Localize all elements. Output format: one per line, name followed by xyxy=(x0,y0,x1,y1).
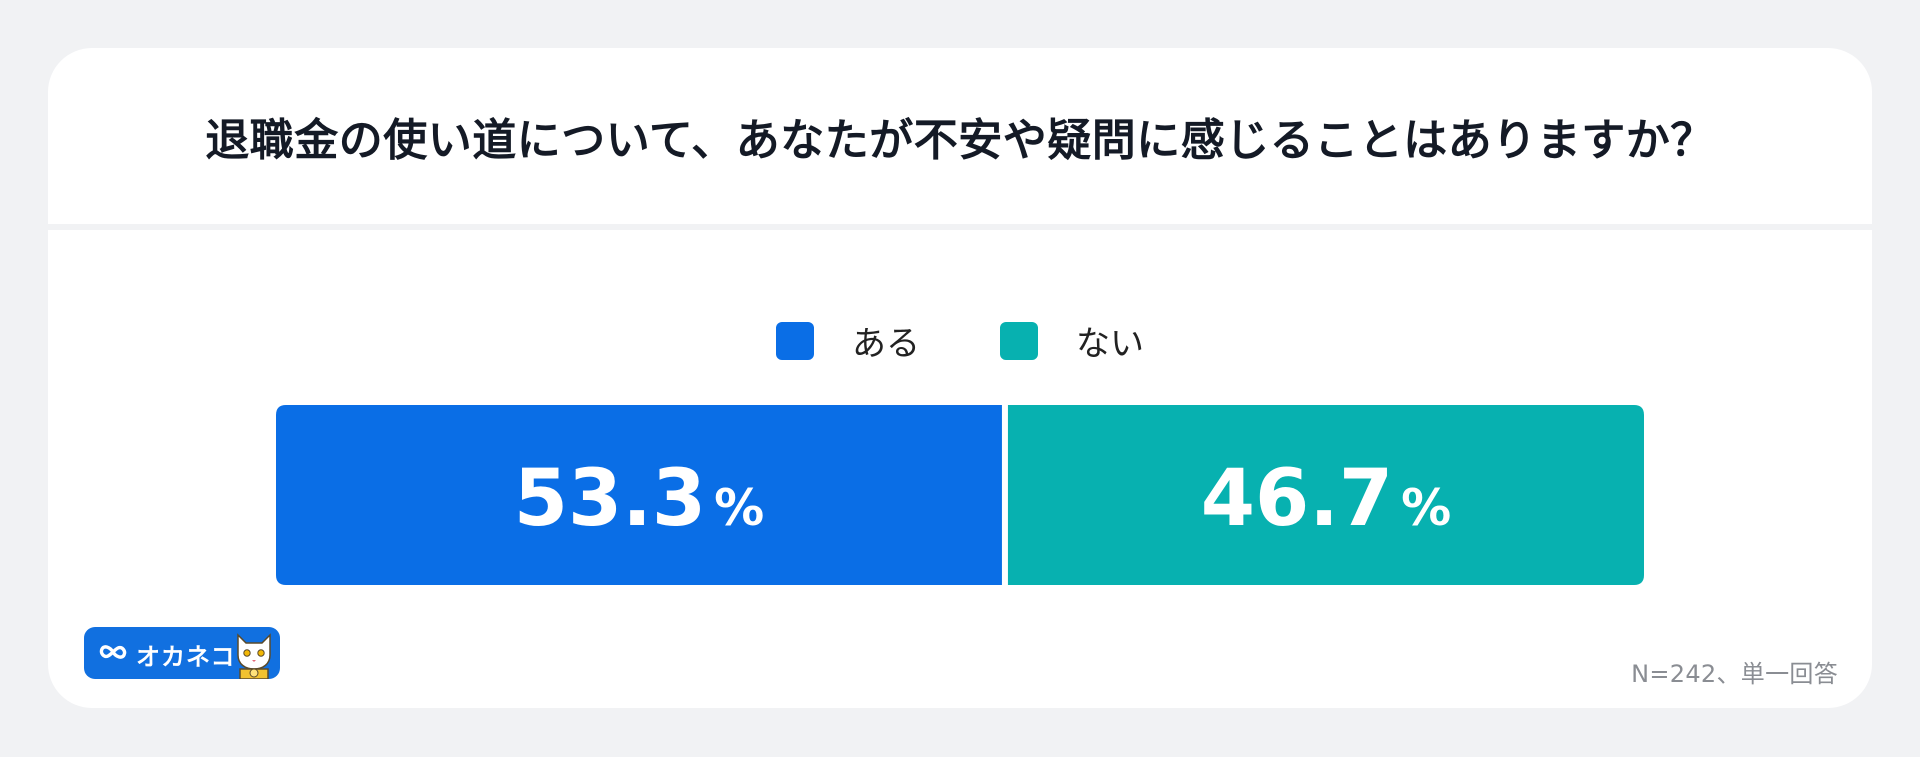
bar-value-label-1: 53.3% xyxy=(514,454,765,544)
legend-item-nai: ない xyxy=(1000,316,1144,365)
logo-text: オカネコ xyxy=(136,643,236,671)
bar-segment-1 xyxy=(276,405,1002,585)
okaneko-logo: オカネコ xyxy=(84,627,280,679)
cat-mascot-icon xyxy=(237,633,271,679)
legend-label-nai: ない xyxy=(1076,324,1144,364)
legend-label-aru: ある xyxy=(852,324,920,364)
infinity-icon xyxy=(99,645,127,659)
stacked-bar-chart: 53.3% 46.7% xyxy=(276,405,1644,585)
bar-segment-2 xyxy=(1007,405,1644,585)
bar-value-label-2: 46.7% xyxy=(1201,454,1452,544)
legend-item-aru: ある xyxy=(776,316,920,365)
chart-card: 退職金の使い道について、あなたが不安や疑問に感じることはありますか？ ある ない… xyxy=(48,48,1872,708)
legend-swatch-aru xyxy=(776,321,814,360)
legend-swatch-nai xyxy=(1000,321,1038,360)
sample-note: N=242、単一回答 xyxy=(1631,660,1838,688)
chart-title: 退職金の使い道について、あなたが不安や疑問に感じることはありますか？ xyxy=(205,115,1715,166)
title-area: 退職金の使い道について、あなたが不安や疑問に感じることはありますか？ xyxy=(48,48,1872,224)
title-divider xyxy=(48,224,1872,230)
chart-legend: ある ない xyxy=(48,316,1872,365)
